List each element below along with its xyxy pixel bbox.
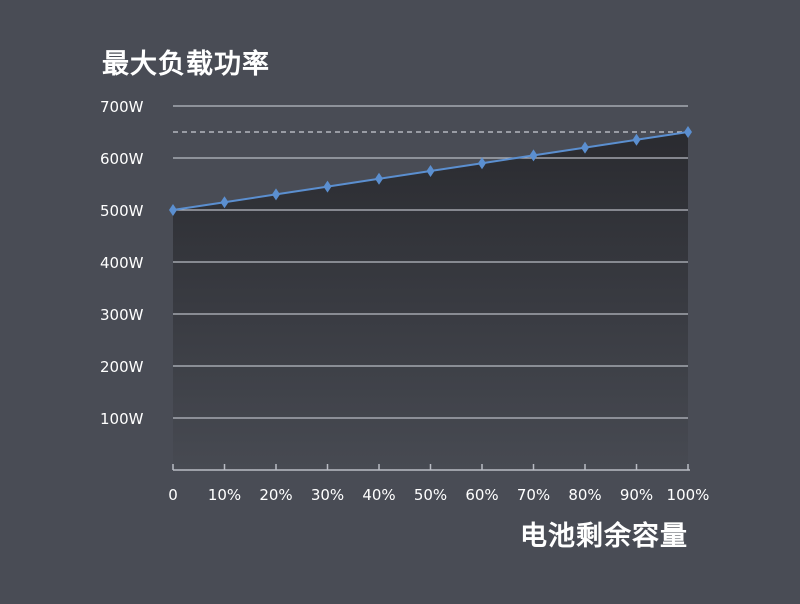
- x-tick-label: 10%: [208, 486, 241, 504]
- x-tick-label: 100%: [667, 486, 710, 504]
- y-tick-label: 500W: [100, 202, 144, 220]
- data-point: [581, 141, 589, 154]
- data-point: [169, 204, 177, 216]
- x-tick-label: 30%: [311, 486, 344, 504]
- x-tick-label: 20%: [259, 486, 292, 504]
- x-tick-label: 0: [168, 486, 178, 504]
- data-point: [323, 180, 332, 193]
- x-tick-label: 70%: [517, 486, 550, 504]
- y-tick-label: 400W: [100, 254, 144, 272]
- y-tick-label: 600W: [100, 150, 144, 168]
- data-point: [220, 196, 229, 209]
- y-tick-label: 200W: [100, 358, 144, 376]
- data-point: [478, 157, 486, 170]
- data-point: [375, 172, 383, 185]
- data-point: [684, 126, 692, 138]
- y-tick-label: 100W: [100, 410, 144, 428]
- x-tick-label: 80%: [568, 486, 601, 504]
- y-tick-label: 700W: [100, 98, 144, 116]
- chart-title: 最大负载功率: [102, 49, 270, 80]
- x-tick-label: 40%: [362, 486, 395, 504]
- x-tick-label: 90%: [620, 486, 653, 504]
- data-point: [426, 165, 435, 177]
- data-point: [529, 149, 538, 162]
- y-tick-label: 300W: [100, 306, 144, 324]
- data-point: [632, 133, 641, 146]
- data-point: [272, 188, 280, 201]
- x-tick-label: 50%: [414, 486, 447, 504]
- x-axis-title: 电池剩余容量: [520, 521, 688, 552]
- x-tick-label: 60%: [465, 486, 498, 504]
- area-fill: [173, 132, 688, 470]
